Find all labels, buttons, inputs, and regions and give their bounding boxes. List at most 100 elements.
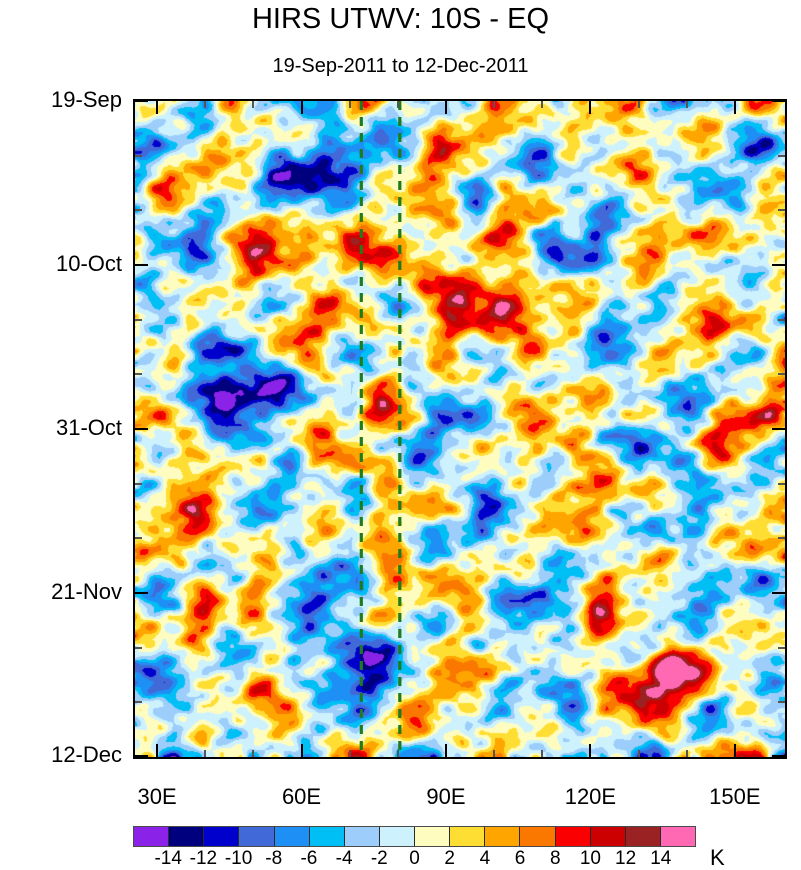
colorbar-tick-0: 0 (409, 848, 420, 869)
x-tick-90E-top (444, 101, 447, 114)
x-tick-50E-bottom (252, 750, 255, 757)
colorbar-swatch-15[interactable] (660, 827, 695, 846)
y-axis-label-21-Nov: 21-Nov (51, 579, 122, 604)
y-axis-label-31-Oct: 31-Oct (55, 415, 122, 440)
x-tick-40E-bottom (204, 750, 207, 757)
page-title: HIRS UTWV: 10S - EQ (251, 3, 550, 35)
y-tick-12-Dec-right (772, 755, 785, 757)
x-tick-130E-bottom (637, 750, 640, 757)
x-tick-80E-top (396, 101, 399, 108)
hovmoller-plot-area[interactable] (133, 99, 787, 759)
x-tick-80E-bottom (396, 750, 399, 757)
colorbar-tick-10: 10 (579, 848, 601, 869)
y-minor-tick-0-1-right (778, 154, 785, 157)
y-minor-tick-2-2-right (778, 537, 785, 540)
x-tick-150E-top (733, 101, 736, 114)
y-minor-tick-1-1-right (778, 318, 785, 321)
figure-subtitle: 19-Sep-2011 to 12-Dec-2011 (272, 55, 529, 77)
colorbar-swatch-13[interactable] (590, 827, 626, 846)
x-tick-50E-top (252, 101, 255, 108)
x-tick-30E-bottom (156, 744, 159, 757)
y-tick-19-Sep-left (135, 100, 148, 102)
x-tick-120E-bottom (589, 744, 592, 757)
colorbar-units-label: K (710, 845, 725, 870)
colorbar-tick-14: 14 (650, 848, 672, 869)
colorbar-tick-4: 4 (479, 848, 491, 869)
x-tick-140E-top (685, 101, 688, 108)
y-minor-tick-2-1-left (135, 482, 142, 485)
colorbar[interactable] (133, 826, 696, 847)
colorbar-swatch-10[interactable] (485, 827, 521, 846)
colorbar-swatch-2[interactable] (204, 827, 240, 846)
colorbar-swatch-4[interactable] (274, 827, 310, 846)
x-axis-label-120E: 120E (564, 784, 617, 809)
y-minor-tick-2-1-right (778, 482, 785, 485)
x-tick-30E-top (156, 101, 159, 114)
colorbar-swatch-5[interactable] (309, 827, 345, 846)
y-minor-tick-0-2-right (778, 209, 785, 212)
colorbar-swatch-1[interactable] (169, 827, 205, 846)
colorbar-tick--6: -6 (300, 848, 318, 869)
colorbar-swatch-8[interactable] (415, 827, 451, 846)
y-axis-label-19-Sep: 19-Sep (51, 87, 122, 112)
colorbar-tick-2: 2 (444, 848, 455, 869)
colorbar-tick--10: -10 (224, 848, 253, 869)
colorbar-swatch-0[interactable] (134, 827, 170, 846)
y-minor-tick-3-1-right (778, 646, 785, 649)
colorbar-tick--8: -8 (265, 848, 283, 869)
y-minor-tick-1-1-left (135, 318, 142, 321)
x-axis-label-90E: 90E (426, 784, 466, 809)
y-minor-tick-1-2-right (778, 373, 785, 376)
y-minor-tick-2-2-left (135, 537, 142, 540)
x-tick-90E-bottom (444, 744, 447, 757)
x-tick-40E-top (204, 101, 207, 108)
colorbar-swatch-3[interactable] (239, 827, 275, 846)
colorbar-tick--12: -12 (189, 848, 218, 869)
y-tick-10-Oct-right (772, 264, 785, 266)
x-tick-70E-top (348, 101, 351, 108)
y-minor-tick-0-1-left (135, 154, 142, 157)
x-tick-130E-top (637, 101, 640, 108)
contour-field (135, 101, 785, 757)
x-axis-label-30E: 30E (137, 784, 177, 809)
y-tick-19-Sep-right (772, 100, 785, 102)
y-tick-21-Nov-left (135, 592, 148, 594)
y-axis-label-12-Dec: 12-Dec (51, 742, 122, 767)
x-axis-label-150E: 150E (709, 784, 761, 809)
colorbar-tick--4: -4 (335, 848, 353, 869)
x-tick-110E-top (541, 101, 544, 108)
y-tick-31-Oct-left (135, 428, 148, 430)
y-minor-tick-3-1-left (135, 646, 142, 649)
y-axis-label-10-Oct: 10-Oct (55, 251, 122, 276)
colorbar-swatch-14[interactable] (625, 827, 661, 846)
colorbar-tick-labels: -14 -12 -10 -8 -6 -4 -2 0 2 4 6 8 10 12 14 (133, 848, 696, 870)
x-tick-60E-top (300, 101, 303, 114)
x-tick-140E-bottom (685, 750, 688, 757)
y-tick-31-Oct-right (772, 428, 785, 430)
colorbar-tick-8: 8 (549, 848, 561, 869)
colorbar-swatch-7[interactable] (379, 827, 415, 846)
colorbar-swatch-12[interactable] (555, 827, 591, 846)
y-tick-12-Dec-left (135, 755, 148, 757)
x-tick-100E-top (493, 101, 496, 108)
y-minor-tick-1-2-left (135, 373, 142, 376)
y-tick-10-Oct-left (135, 264, 148, 266)
colorbar-swatch-9[interactable] (450, 827, 486, 846)
colorbar-tick-12: 12 (615, 848, 637, 869)
colorbar-tick-6: 6 (514, 848, 526, 869)
colorbar-swatch-11[interactable] (520, 827, 556, 846)
x-axis-label-60E: 60E (281, 784, 322, 809)
y-minor-tick-3-2-right (778, 701, 785, 704)
x-tick-60E-bottom (300, 744, 303, 757)
x-tick-100E-bottom (493, 750, 496, 757)
y-tick-21-Nov-right (772, 592, 785, 594)
colorbar-tick--2: -2 (370, 848, 388, 869)
y-minor-tick-3-2-left (135, 701, 142, 704)
colorbar-tick--14: -14 (154, 848, 182, 869)
x-tick-70E-bottom (348, 750, 351, 757)
x-tick-120E-top (589, 101, 592, 114)
x-tick-110E-bottom (541, 750, 544, 757)
x-tick-150E-bottom (733, 744, 736, 757)
colorbar-swatch-6[interactable] (344, 827, 380, 846)
